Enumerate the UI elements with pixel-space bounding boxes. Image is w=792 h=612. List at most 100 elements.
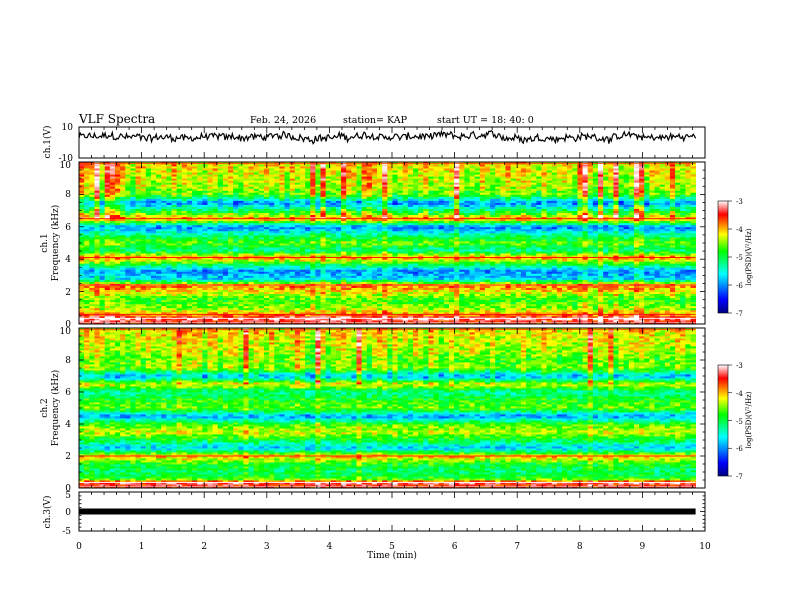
spectrogram-cell bbox=[423, 285, 429, 288]
spectrogram-cell bbox=[515, 253, 522, 256]
spectrogram-cell bbox=[335, 275, 342, 278]
spectrogram-cell bbox=[402, 269, 409, 272]
spectrogram-cell bbox=[299, 267, 306, 270]
spectrogram-cell bbox=[587, 255, 594, 258]
spectrogram-cell bbox=[438, 273, 445, 276]
spectrogram-cell bbox=[623, 275, 630, 278]
spectrogram-cell bbox=[474, 313, 481, 317]
spectrogram-cell bbox=[639, 255, 645, 258]
spectrogram-cell bbox=[341, 281, 347, 284]
spectrogram-cell bbox=[597, 311, 604, 315]
spectrogram-cell bbox=[315, 257, 321, 260]
spectrogram-cell bbox=[407, 261, 414, 264]
spectrogram-cell bbox=[325, 293, 332, 297]
spectrogram-cell bbox=[125, 289, 131, 292]
spectrogram-cell bbox=[145, 249, 152, 252]
spectrogram-cell bbox=[197, 263, 203, 266]
spectrogram-cell bbox=[680, 255, 686, 258]
spectrogram-cell bbox=[608, 259, 614, 262]
spectrogram-cell bbox=[335, 315, 342, 319]
spectrogram-cell bbox=[140, 301, 147, 305]
spectrogram-cell bbox=[413, 297, 419, 301]
spectrogram-cell bbox=[628, 303, 635, 307]
spectrogram-cell bbox=[125, 263, 131, 266]
header-station: station= KAP bbox=[343, 115, 408, 126]
spectrogram-cell bbox=[644, 295, 650, 299]
spectrogram-cell bbox=[546, 321, 553, 325]
spectrogram-cell bbox=[510, 251, 517, 254]
spectrogram-cell bbox=[114, 311, 121, 315]
spectrogram-cell bbox=[289, 271, 296, 274]
spectrogram-cell bbox=[89, 319, 95, 323]
spectrogram-cell bbox=[572, 303, 578, 307]
spectrogram-cell bbox=[556, 297, 563, 301]
spectrogram-cell bbox=[356, 263, 363, 266]
spectrogram-cell bbox=[428, 287, 434, 290]
spectrogram-cell bbox=[541, 297, 547, 301]
spectrogram-cell bbox=[222, 303, 229, 307]
spectrogram-cell bbox=[289, 291, 296, 295]
spectrogram-cell bbox=[541, 295, 547, 299]
spectrogram-cell bbox=[515, 297, 522, 301]
spectrogram-cell bbox=[597, 267, 604, 270]
spectrogram-cell bbox=[428, 277, 434, 280]
spectrogram-cell bbox=[212, 261, 219, 264]
spectrogram-cell bbox=[377, 309, 383, 313]
spectrogram-cell bbox=[546, 267, 553, 270]
spectrogram-cell bbox=[84, 281, 90, 284]
spectrogram-cell bbox=[562, 293, 568, 297]
spectrogram-cell bbox=[551, 307, 558, 311]
spectrogram-cell bbox=[536, 275, 542, 278]
spectrogram-cell bbox=[428, 317, 434, 321]
spectrogram-cell bbox=[166, 273, 172, 276]
spectrogram-cell bbox=[556, 273, 563, 276]
spectrogram-cell bbox=[448, 267, 455, 270]
spectrogram-cell bbox=[335, 285, 342, 288]
spectrogram-cell bbox=[654, 277, 661, 280]
spectrogram-cell bbox=[181, 253, 188, 256]
spectrogram-cell bbox=[233, 277, 239, 280]
spectrogram-cell bbox=[618, 307, 625, 311]
spectrogram-cell bbox=[464, 265, 470, 268]
spectrogram-cell bbox=[341, 257, 347, 260]
spectrogram-cell bbox=[371, 295, 378, 299]
spectrogram-cell bbox=[197, 285, 203, 288]
spectrogram-cell bbox=[361, 299, 368, 303]
spectrogram-cell bbox=[387, 249, 393, 252]
spectrogram-cell bbox=[212, 263, 219, 266]
spectrogram-cell bbox=[510, 271, 517, 274]
spectrogram-cell bbox=[248, 265, 255, 268]
spectrogram-cell bbox=[89, 309, 95, 313]
spectrogram-cell bbox=[120, 303, 126, 307]
spectrogram-cell bbox=[114, 303, 121, 307]
spectrogram-cell bbox=[428, 269, 434, 272]
spectrogram-cell bbox=[125, 293, 131, 297]
spectrogram-cell bbox=[454, 291, 460, 295]
spectrogram-cell bbox=[613, 301, 619, 305]
spectrogram-cell bbox=[505, 257, 512, 260]
spectrogram-cell bbox=[289, 265, 296, 268]
spectrogram-cell bbox=[577, 279, 583, 282]
spectrogram-cell bbox=[140, 313, 147, 317]
spectrogram-cell bbox=[567, 277, 573, 280]
spectrogram-cell bbox=[320, 271, 327, 274]
spectrogram-cell bbox=[479, 289, 486, 292]
spectrogram-cell bbox=[109, 285, 116, 288]
spectrogram-cell bbox=[639, 263, 645, 266]
spectrogram-cell bbox=[669, 309, 676, 313]
spectrogram-cell bbox=[690, 295, 697, 299]
spectrogram-cell bbox=[644, 305, 650, 309]
spectrogram-cell bbox=[356, 321, 363, 325]
spectrogram-cell bbox=[597, 301, 604, 305]
spectrogram-cell bbox=[109, 305, 116, 309]
spectrogram-cell bbox=[341, 261, 347, 264]
spectrogram-cell bbox=[448, 265, 455, 268]
spectrogram-cell bbox=[690, 315, 697, 319]
spectrogram-cell bbox=[284, 251, 291, 254]
spectrogram-cell bbox=[510, 309, 517, 313]
spectrogram-cell bbox=[623, 313, 630, 317]
spectrogram-cell bbox=[654, 301, 661, 305]
spectrogram-cell bbox=[397, 255, 404, 258]
spectrogram-cell bbox=[582, 259, 589, 262]
spectrogram-cell bbox=[130, 291, 136, 295]
